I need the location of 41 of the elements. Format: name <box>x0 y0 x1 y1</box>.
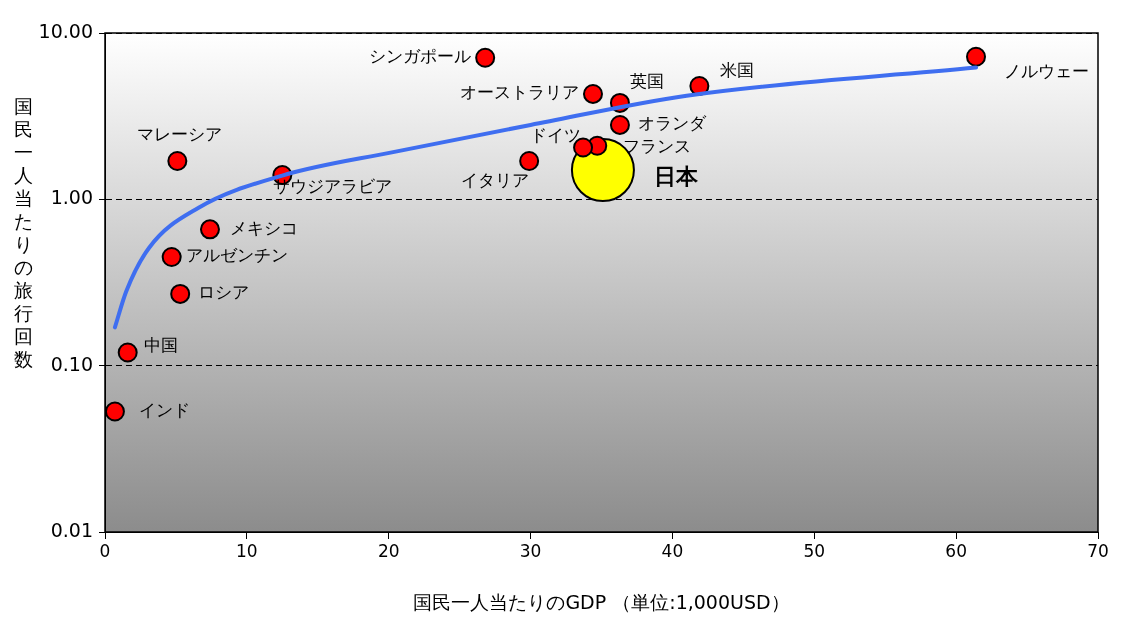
y-tick-label: 0.10 <box>50 352 93 375</box>
x-tick-label: 60 <box>945 540 967 561</box>
annotation: 日本 <box>653 163 699 189</box>
annotation: アルゼンチン <box>185 245 288 266</box>
annotation: 中国 <box>143 334 178 355</box>
annotation: オランダ <box>637 113 707 134</box>
annotation: インド <box>138 399 190 420</box>
point <box>170 283 191 304</box>
x-tick-label: 40 <box>661 540 684 561</box>
annotation: ノルウェー <box>1004 61 1089 82</box>
x-axis-title: 国民一人当たりのGDP （単位:1,000USD） <box>413 590 790 613</box>
point <box>966 46 986 67</box>
annotation: マレーシア <box>136 124 222 145</box>
point <box>117 342 138 363</box>
annotation: 英国 <box>629 71 664 92</box>
annotation: ドイツ <box>530 124 582 145</box>
annotation: オーストラリア <box>459 82 579 103</box>
annotation: シンガポール <box>369 46 472 67</box>
point <box>582 83 603 104</box>
annotation: メキシコ <box>229 217 298 238</box>
annotation: 米国 <box>720 60 755 81</box>
x-tick-label: 10 <box>236 540 258 561</box>
point <box>519 151 540 171</box>
annotation: ロシア <box>198 282 250 303</box>
point <box>167 151 188 171</box>
point <box>475 47 496 68</box>
x-tick-label: 50 <box>803 540 826 561</box>
point <box>105 401 125 422</box>
y-tick-label: 10.00 <box>38 19 93 42</box>
point <box>161 247 182 268</box>
point <box>609 114 630 135</box>
text: 国民一人当たりの旅行回数 <box>13 95 33 370</box>
x-tick-label: 70 <box>1087 540 1109 561</box>
x-tick-label: 0 <box>99 540 111 561</box>
point <box>199 219 220 240</box>
annotation: フランス <box>623 136 692 157</box>
y-tick-label: 1.00 <box>50 186 93 209</box>
x-tick-label: 20 <box>377 540 400 561</box>
annotation: イタリア <box>461 170 530 191</box>
x-tick-label: 30 <box>519 540 542 561</box>
y-tick-label: 0.01 <box>50 518 93 541</box>
